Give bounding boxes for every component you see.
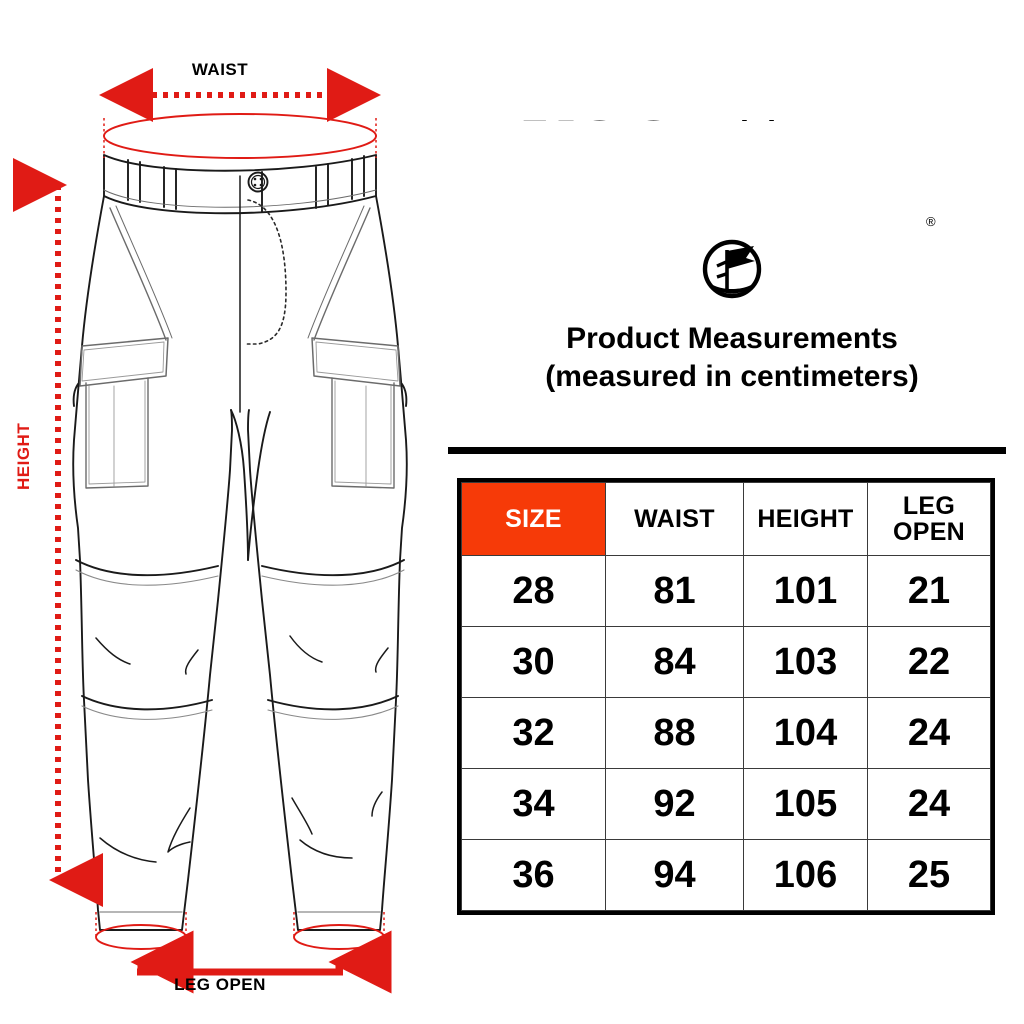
- leg-open-measure-ellipse-right: [293, 924, 385, 950]
- info-panel: ROOFWELL ® Product Measurements (measure…: [440, 0, 1024, 1024]
- circular-flag-emblem-icon: [702, 239, 762, 299]
- wordmark-text: ROOFWELL: [522, 120, 930, 137]
- cell-height: 101: [743, 555, 868, 627]
- height-label: HEIGHT: [14, 422, 33, 490]
- cell-height: 104: [743, 697, 868, 769]
- cell-height: 105: [743, 768, 868, 840]
- cell-size: 30: [461, 626, 606, 698]
- cell-waist: 88: [605, 697, 744, 769]
- title-line-2: (measured in centimeters): [545, 360, 919, 394]
- table-header-row: SIZE WAIST HEIGHT LEG OPEN: [461, 482, 991, 556]
- leg-open-dimension-arrow: [130, 930, 392, 994]
- cell-leg-open: 21: [867, 555, 991, 627]
- registered-trademark-icon: ®: [926, 214, 936, 229]
- page-title: Product Measurements (measured in centim…: [450, 320, 1014, 397]
- column-header-size: SIZE: [461, 482, 606, 556]
- cell-leg-open: 24: [867, 768, 991, 840]
- cell-leg-open: 22: [867, 626, 991, 698]
- table-row: 28 81 101 21: [461, 555, 991, 627]
- roofwell-wordmark: ROOFWELL ®: [522, 120, 936, 229]
- column-header-waist: WAIST: [605, 482, 744, 556]
- divider-rule: [448, 447, 1006, 454]
- cell-leg-open: 25: [867, 839, 991, 911]
- cell-waist: 84: [605, 626, 744, 698]
- cell-size: 32: [461, 697, 606, 769]
- table-row: 34 92 105 24: [461, 768, 991, 840]
- column-header-height: HEIGHT: [743, 482, 868, 556]
- cell-height: 103: [743, 626, 868, 698]
- pants-technical-drawing: [13, 68, 408, 994]
- column-header-leg-open: LEG OPEN: [867, 482, 991, 556]
- pants-diagram-panel: WAIST HEIGHT LEG OPEN: [0, 0, 440, 1024]
- cell-waist: 92: [605, 768, 744, 840]
- cell-waist: 94: [605, 839, 744, 911]
- cell-size: 36: [461, 839, 606, 911]
- waist-label: WAIST: [191, 60, 249, 79]
- leg-open-label: LEG OPEN: [174, 975, 266, 994]
- table-row: 36 94 106 25: [461, 839, 991, 911]
- cell-leg-open: 24: [867, 697, 991, 769]
- brand-logo: ROOFWELL ®: [440, 120, 1024, 302]
- cell-waist: 81: [605, 555, 744, 627]
- size-measurements-table: SIZE WAIST HEIGHT LEG OPEN 28 81 101 21 …: [461, 482, 991, 911]
- table-row: 30 84 103 22: [461, 626, 991, 698]
- cell-height: 106: [743, 839, 868, 911]
- waist-measure-ellipse: [103, 113, 377, 159]
- cell-size: 34: [461, 768, 606, 840]
- cell-size: 28: [461, 555, 606, 627]
- table-row: 32 88 104 24: [461, 697, 991, 769]
- leg-open-measure-ellipse-left: [95, 924, 187, 950]
- title-line-1: Product Measurements: [566, 322, 898, 355]
